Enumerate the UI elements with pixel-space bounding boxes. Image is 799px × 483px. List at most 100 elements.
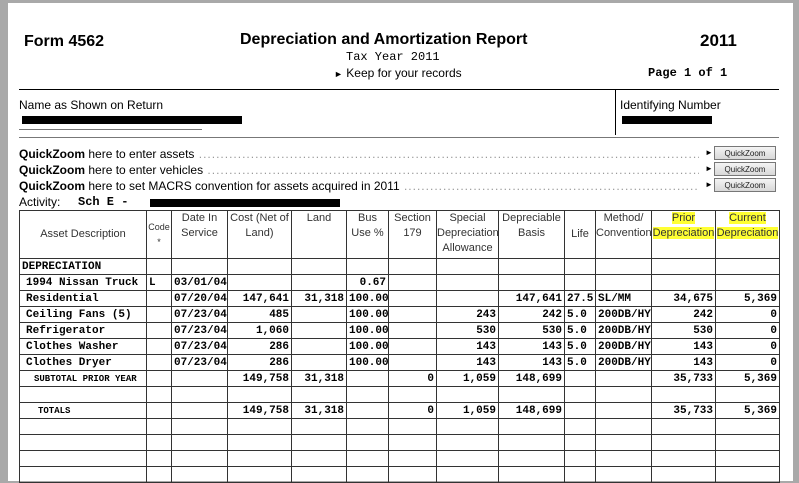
quickzoom-macrs-button[interactable]: QuickZoom: [714, 178, 776, 192]
cell-special: [436, 450, 499, 467]
cell-description: [19, 386, 147, 403]
cell-section-179: [388, 450, 437, 467]
cell-description: TOTALS: [19, 402, 147, 419]
id-label: Identifying Number: [620, 98, 721, 112]
cell-life: [564, 466, 596, 483]
cell-special: [436, 434, 499, 451]
cell-life: [564, 450, 596, 467]
empty-row: [19, 434, 780, 451]
redacted-name: [22, 116, 242, 124]
cell-code: [146, 370, 172, 387]
cell-life: [564, 386, 596, 403]
cell-bus-use: 0.67: [346, 274, 389, 291]
cell-life: [564, 370, 596, 387]
cell-current: [715, 466, 780, 483]
redacted-id: [622, 116, 712, 124]
cell-special: [436, 466, 499, 483]
cell-special: 530: [436, 322, 499, 339]
cell-description: Refrigerator: [19, 322, 147, 339]
cell-cost: 149,758: [227, 370, 292, 387]
cell-section-179: [388, 386, 437, 403]
cell-current: [715, 274, 780, 291]
cell-land: 31,318: [291, 290, 347, 307]
cell-prior: 530: [651, 322, 716, 339]
cell-special: 1,059: [436, 402, 499, 419]
cell-life: 27.5: [564, 290, 596, 307]
quickzoom-vehicles-button[interactable]: QuickZoom: [714, 162, 776, 176]
cell-current: 5,369: [715, 370, 780, 387]
cell-code: [146, 450, 172, 467]
cell-cost: [227, 274, 292, 291]
col-section-179: Section 179: [388, 210, 437, 259]
cell-life: 5.0: [564, 338, 596, 355]
col-cost: Cost (Net of Land): [227, 210, 292, 259]
empty-row: [19, 418, 780, 435]
col-date-in-service: Date In Service: [171, 210, 228, 259]
cell-section-179: [388, 306, 437, 323]
cell-method: 200DB/HY: [595, 354, 652, 371]
cell-life: 5.0: [564, 322, 596, 339]
cell-bus-use: 100.00: [346, 306, 389, 323]
cell-bus-use: [346, 402, 389, 419]
cell-current: [715, 434, 780, 451]
cell-bus-use: [346, 418, 389, 435]
divider: [615, 89, 616, 135]
table-row: Clothes Washer 07/23/04 286 100.00 143 143 5.0…: [19, 338, 780, 355]
cell-bus-use: 100.00: [346, 338, 389, 355]
quickzoom-assets-button[interactable]: QuickZoom: [714, 146, 776, 160]
cell-basis: [498, 466, 565, 483]
cell-method: [595, 386, 652, 403]
cell-section-179: [388, 354, 437, 371]
cell-date: [171, 386, 228, 403]
cell-land: [291, 338, 347, 355]
cell-life: [564, 418, 596, 435]
report-title: Depreciation and Amortization Report: [240, 31, 528, 48]
cell-special: [436, 274, 499, 291]
cell-method: [595, 450, 652, 467]
cell-section-179: [388, 434, 437, 451]
cell-cost: 149,758: [227, 402, 292, 419]
empty-row: [19, 386, 780, 403]
cell-special: 143: [436, 354, 499, 371]
cell-method: 200DB/HY: [595, 306, 652, 323]
cell-description: [19, 466, 147, 483]
cell-bus-use: [346, 434, 389, 451]
cell-current: [715, 418, 780, 435]
cell-bus-use: 100.00: [346, 322, 389, 339]
table-row: 1994 Nissan Truck L 03/01/04 0.67: [19, 274, 780, 291]
cell-basis: 148,699: [498, 402, 565, 419]
cell-method: SL/MM: [595, 290, 652, 307]
table-row: Clothes Dryer 07/23/04 286 100.00 143 143 5.0 2…: [19, 354, 780, 371]
cell-date: [171, 370, 228, 387]
cell-method: [595, 466, 652, 483]
triangle-right-icon: ►: [705, 164, 713, 173]
cell-life: 5.0: [564, 306, 596, 323]
cell-description: Residential: [19, 290, 147, 307]
cell-special: 243: [436, 306, 499, 323]
col-prior-depreciation: Prior Depreciation: [651, 210, 716, 259]
cell-cost: 147,641: [227, 290, 292, 307]
cell-section-179: [388, 274, 437, 291]
cell-code: [146, 386, 172, 403]
cell-life: [564, 402, 596, 419]
divider: [19, 137, 779, 138]
cell-prior: [651, 274, 716, 291]
cell-bus-use: [346, 466, 389, 483]
cell-life: [564, 274, 596, 291]
cell-land: [291, 386, 347, 403]
cell-method: [595, 370, 652, 387]
cell-date: 07/23/04: [171, 354, 228, 371]
cell-description: [19, 450, 147, 467]
cell-section-179: 0: [388, 402, 437, 419]
cell-description: 1994 Nissan Truck: [19, 274, 147, 291]
cell-prior: [651, 418, 716, 435]
divider: [19, 89, 779, 90]
cell-date: 07/23/04: [171, 338, 228, 355]
cell-method: 200DB/HY: [595, 338, 652, 355]
cell-basis: [498, 450, 565, 467]
cell-method: [595, 274, 652, 291]
cell-prior: [651, 466, 716, 483]
triangle-right-icon: ►: [705, 180, 713, 189]
table-row: Refrigerator 07/23/04 1,060 100.00 530 530 5.0…: [19, 322, 780, 339]
cell-land: 31,318: [291, 402, 347, 419]
